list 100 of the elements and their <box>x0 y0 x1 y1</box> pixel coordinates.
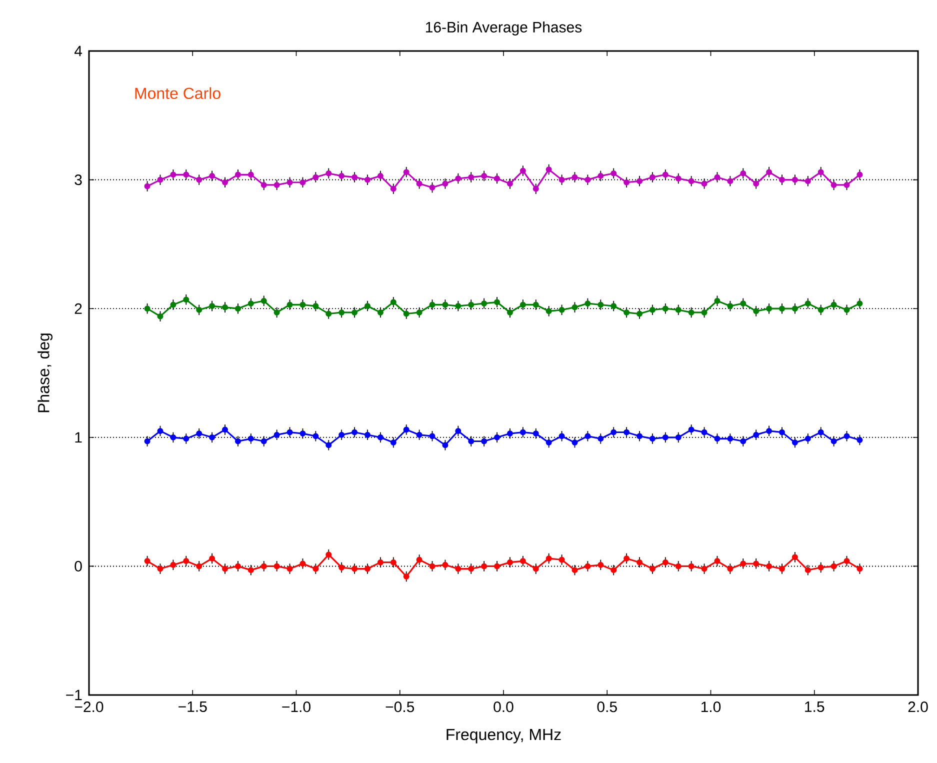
point <box>856 566 863 572</box>
point <box>403 310 410 317</box>
point <box>403 169 410 176</box>
point <box>442 180 448 187</box>
point <box>506 430 513 437</box>
point <box>830 302 837 308</box>
point <box>326 552 332 558</box>
point <box>234 563 241 570</box>
point <box>727 436 734 442</box>
point <box>636 433 643 440</box>
point <box>300 560 306 567</box>
point <box>390 440 396 446</box>
point <box>403 574 410 580</box>
point <box>312 566 319 572</box>
x-tick-label: 1.0 <box>701 702 721 712</box>
point <box>196 306 202 313</box>
point <box>675 176 682 182</box>
point <box>856 172 863 178</box>
point <box>546 555 552 562</box>
point <box>455 566 462 572</box>
point <box>558 176 565 183</box>
point <box>598 436 604 442</box>
x-tick-label: −0.5 <box>386 702 414 712</box>
point <box>494 563 500 570</box>
point <box>779 566 785 572</box>
point <box>675 434 682 440</box>
point <box>429 563 436 570</box>
point <box>468 438 474 444</box>
point <box>649 306 656 313</box>
point <box>610 567 617 574</box>
point <box>662 306 668 312</box>
point <box>753 432 760 438</box>
point <box>312 303 319 310</box>
point <box>844 306 850 313</box>
point <box>338 172 345 179</box>
point <box>222 426 228 433</box>
point <box>144 183 150 190</box>
point <box>818 169 824 176</box>
point <box>649 174 656 180</box>
point <box>740 438 746 444</box>
point <box>286 566 293 572</box>
point <box>170 302 176 308</box>
point <box>144 438 150 444</box>
point <box>636 559 643 566</box>
point <box>688 426 694 433</box>
point <box>844 433 850 440</box>
point <box>572 174 578 180</box>
point <box>506 559 513 566</box>
point <box>740 560 746 567</box>
point <box>662 434 668 440</box>
point <box>248 436 254 442</box>
point <box>520 302 526 308</box>
point <box>572 567 578 574</box>
point <box>598 562 604 568</box>
point <box>546 308 552 314</box>
point <box>818 564 824 570</box>
point <box>481 438 488 444</box>
x-tick-label: −1.5 <box>178 702 207 712</box>
point <box>804 300 811 306</box>
point <box>416 309 422 316</box>
point <box>688 309 694 316</box>
point <box>338 564 345 570</box>
point <box>300 430 306 437</box>
point <box>701 429 708 436</box>
point <box>598 302 604 308</box>
point <box>326 442 332 448</box>
point <box>260 438 267 444</box>
point <box>766 428 772 434</box>
point <box>209 555 216 562</box>
point <box>260 182 267 188</box>
point <box>779 429 785 436</box>
point <box>326 310 332 317</box>
point <box>584 300 591 306</box>
point <box>701 180 708 187</box>
point <box>442 302 448 308</box>
point <box>714 174 720 180</box>
point <box>532 186 539 192</box>
point <box>494 299 500 306</box>
point <box>429 184 436 191</box>
x-tick-label: −1.0 <box>282 702 310 712</box>
point <box>740 170 746 176</box>
point <box>248 172 254 178</box>
point <box>558 306 565 313</box>
y-tick-label: 3 <box>74 174 82 186</box>
point <box>624 555 630 562</box>
point <box>300 302 306 308</box>
point <box>804 436 811 442</box>
y-tick-label: −1 <box>66 690 82 700</box>
point <box>727 566 734 572</box>
y-tick-label: 2 <box>74 303 82 314</box>
point <box>468 566 474 572</box>
point <box>468 174 474 180</box>
point <box>804 178 811 184</box>
point <box>157 428 164 434</box>
point <box>546 166 552 172</box>
point <box>520 558 526 564</box>
point <box>157 176 164 183</box>
point <box>183 172 190 178</box>
point <box>830 182 837 188</box>
point <box>222 304 228 310</box>
